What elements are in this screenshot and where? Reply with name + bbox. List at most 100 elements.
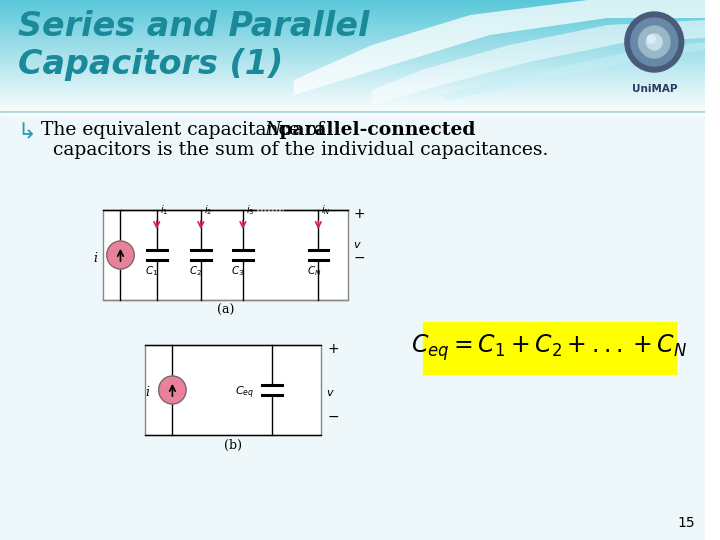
Bar <box>0 14 705 15</box>
Bar <box>0 82 705 83</box>
Bar <box>0 23 705 24</box>
Text: $C_{eq}$: $C_{eq}$ <box>235 385 254 401</box>
Bar <box>0 37 705 38</box>
Bar <box>423 322 676 374</box>
Bar <box>0 106 705 107</box>
Text: $C_3$: $C_3$ <box>231 264 245 278</box>
Bar <box>0 64 705 65</box>
Bar <box>0 62 705 63</box>
Bar <box>0 92 705 93</box>
Bar <box>0 88 705 89</box>
Text: $i_2$: $i_2$ <box>204 203 212 217</box>
Bar <box>0 18 705 19</box>
Bar <box>0 103 705 104</box>
Text: $C_N$: $C_N$ <box>307 264 321 278</box>
Bar <box>0 77 705 78</box>
Text: UniMAP: UniMAP <box>631 84 677 94</box>
Bar <box>0 72 705 73</box>
Bar <box>0 75 705 76</box>
Bar <box>0 19 705 20</box>
Bar <box>0 74 705 75</box>
Bar <box>0 5 705 6</box>
Bar <box>0 56 705 57</box>
Text: $v$: $v$ <box>326 388 335 398</box>
PathPatch shape <box>441 42 705 100</box>
Bar <box>0 97 705 98</box>
Bar <box>0 15 705 16</box>
Text: Series and Parallel: Series and Parallel <box>17 10 369 43</box>
Bar <box>0 6 705 7</box>
Text: $v$: $v$ <box>353 240 361 250</box>
Bar <box>0 38 705 39</box>
Text: −: − <box>354 251 365 265</box>
Bar <box>0 35 705 36</box>
Circle shape <box>107 241 134 269</box>
Bar <box>0 61 705 62</box>
Bar <box>0 90 705 91</box>
Bar <box>0 113 705 114</box>
Bar <box>0 27 705 28</box>
Bar <box>0 60 705 61</box>
Bar <box>0 109 705 110</box>
Text: $C_1$: $C_1$ <box>145 264 158 278</box>
Bar <box>0 30 705 31</box>
Bar <box>0 63 705 64</box>
Bar <box>0 40 705 41</box>
Bar <box>0 47 705 48</box>
Circle shape <box>639 26 670 58</box>
Bar <box>0 85 705 86</box>
Text: (a): (a) <box>217 304 234 317</box>
Bar <box>0 67 705 68</box>
Bar <box>0 31 705 32</box>
Circle shape <box>158 376 186 404</box>
Circle shape <box>647 34 662 50</box>
Text: −: − <box>327 410 339 424</box>
Bar <box>0 13 705 14</box>
Text: i: i <box>145 387 149 400</box>
Bar <box>0 28 705 29</box>
Bar <box>0 49 705 50</box>
Bar <box>0 9 705 10</box>
Bar <box>0 95 705 96</box>
Bar <box>0 45 705 46</box>
Text: ↳: ↳ <box>17 122 36 142</box>
Bar <box>0 79 705 80</box>
Bar <box>0 44 705 45</box>
Bar <box>0 96 705 97</box>
Bar <box>0 80 705 81</box>
Bar <box>0 50 705 51</box>
Bar <box>0 104 705 105</box>
Bar <box>0 110 705 111</box>
Bar <box>0 8 705 9</box>
Bar <box>0 0 705 1</box>
Text: $i_1$: $i_1$ <box>160 203 168 217</box>
Bar <box>0 99 705 100</box>
Bar <box>0 10 705 11</box>
Text: $i_3$: $i_3$ <box>246 203 254 217</box>
Bar <box>0 86 705 87</box>
Bar <box>0 20 705 21</box>
Text: parallel-connected: parallel-connected <box>273 121 476 139</box>
Bar <box>0 100 705 101</box>
Bar <box>0 66 705 67</box>
Bar <box>0 36 705 37</box>
Bar <box>0 52 705 53</box>
Text: capacitors is the sum of the individual capacitances.: capacitors is the sum of the individual … <box>53 141 548 159</box>
Text: The equivalent capacitance of: The equivalent capacitance of <box>41 121 330 139</box>
Text: (b): (b) <box>224 439 242 452</box>
Bar <box>0 42 705 43</box>
Bar <box>0 33 705 34</box>
Bar <box>0 34 705 35</box>
Bar <box>0 69 705 70</box>
Bar <box>0 16 705 17</box>
Bar <box>0 94 705 95</box>
Bar <box>0 114 705 115</box>
Bar <box>0 71 705 72</box>
Bar <box>0 54 705 55</box>
Bar <box>0 87 705 88</box>
Bar <box>0 26 705 27</box>
Bar <box>0 22 705 23</box>
Bar <box>0 29 705 30</box>
Bar <box>0 102 705 103</box>
Bar <box>0 98 705 99</box>
